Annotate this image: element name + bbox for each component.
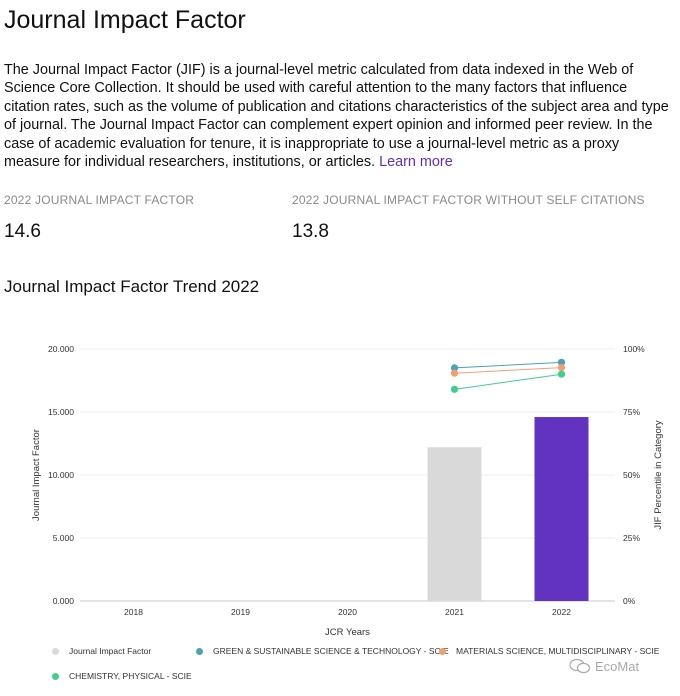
legend-label-materials: MATERIALS SCIENCE, MULTIDISCIPLINARY - S… — [456, 646, 660, 656]
legend-item-green-sustainable[interactable]: GREEN & SUSTAINABLE SCIENCE & TECHNOLOGY… — [196, 646, 449, 656]
y-tick-label: 20.000 — [48, 344, 74, 354]
legend-label-green-sustainable: GREEN & SUSTAINABLE SCIENCE & TECHNOLOGY… — [213, 646, 449, 656]
y-tick-label: 0.000 — [53, 596, 75, 606]
jif-value: 14.6 — [4, 221, 41, 242]
wechat-icon — [569, 658, 591, 674]
watermark-text: EcoMat — [595, 658, 640, 674]
x-tick-label: 2019 — [231, 607, 250, 617]
legend-swatch-materials — [439, 647, 446, 655]
jif-label: 2022 JOURNAL IMPACT FACTOR — [4, 193, 195, 207]
y2-tick-label: 100% — [623, 344, 645, 354]
percentile-point-0-1 — [557, 358, 566, 366]
chart-legend: Journal Impact Factor GREEN & SUSTAINABL… — [0, 640, 680, 690]
x-axis-label: JCR Years — [325, 627, 370, 638]
legend-item-jif[interactable]: Journal Impact Factor — [52, 646, 151, 656]
legend-item-chemistry[interactable]: CHEMISTRY, PHYSICAL - SCIE — [52, 671, 192, 681]
jif-description: The Journal Impact Factor (JIF) is a jou… — [4, 61, 672, 171]
x-tick-label: 2021 — [445, 607, 464, 617]
percentile-line-2 — [454, 373, 562, 390]
percentile-point-0-0 — [450, 364, 459, 372]
jif-noself-value: 13.8 — [292, 221, 329, 242]
legend-swatch-chemistry — [52, 672, 59, 680]
x-tick-label: 2018 — [124, 607, 143, 617]
y-tick-label: 10.000 — [48, 470, 74, 480]
y2-tick-label: 50% — [623, 470, 640, 480]
page-title: Journal Impact Factor — [4, 6, 246, 34]
legend-label-jif: Journal Impact Factor — [69, 646, 152, 656]
legend-swatch-green-sustainable — [196, 647, 203, 655]
jif-trend-chart: 0.000 5.000 10.000 15.000 20.000 0% 25% 50% 75% 1… — [31, 344, 664, 638]
percentile-point-1-1 — [557, 364, 566, 372]
legend-item-materials[interactable]: MATERIALS SCIENCE, MULTIDISCIPLINARY - S… — [439, 646, 659, 656]
percentile-line-0 — [454, 361, 562, 369]
jif-bar-2022 — [534, 417, 589, 601]
watermark: EcoMat — [569, 658, 639, 674]
y-tick-label: 5.000 — [53, 533, 75, 543]
legend-swatch-jif — [52, 647, 59, 655]
y2-tick-label: 25% — [623, 533, 640, 543]
percentile-point-1-0 — [450, 369, 459, 377]
jif-noself-label: 2022 JOURNAL IMPACT FACTOR WITHOUT SELF … — [292, 193, 645, 207]
y-axis-label: Journal Impact Factor — [31, 429, 42, 521]
x-tick-label: 2022 — [552, 607, 571, 617]
learn-more-link[interactable]: Learn more — [379, 154, 453, 171]
x-tick-label: 2020 — [338, 607, 357, 617]
y2-axis-label: JIF Percentile in Category — [653, 420, 664, 530]
jif-bar-2021 — [427, 447, 482, 601]
y-tick-label: 15.000 — [48, 407, 74, 417]
percentile-line-1 — [454, 367, 562, 374]
percentile-point-2-0 — [450, 385, 459, 393]
legend-label-chemistry: CHEMISTRY, PHYSICAL - SCIE — [69, 671, 192, 681]
description-text: The Journal Impact Factor (JIF) is a jou… — [4, 62, 669, 171]
y2-tick-label: 0% — [623, 596, 636, 606]
trend-title: Journal Impact Factor Trend 2022 — [4, 277, 260, 296]
percentile-point-2-1 — [557, 370, 566, 378]
y2-tick-label: 75% — [623, 407, 640, 417]
